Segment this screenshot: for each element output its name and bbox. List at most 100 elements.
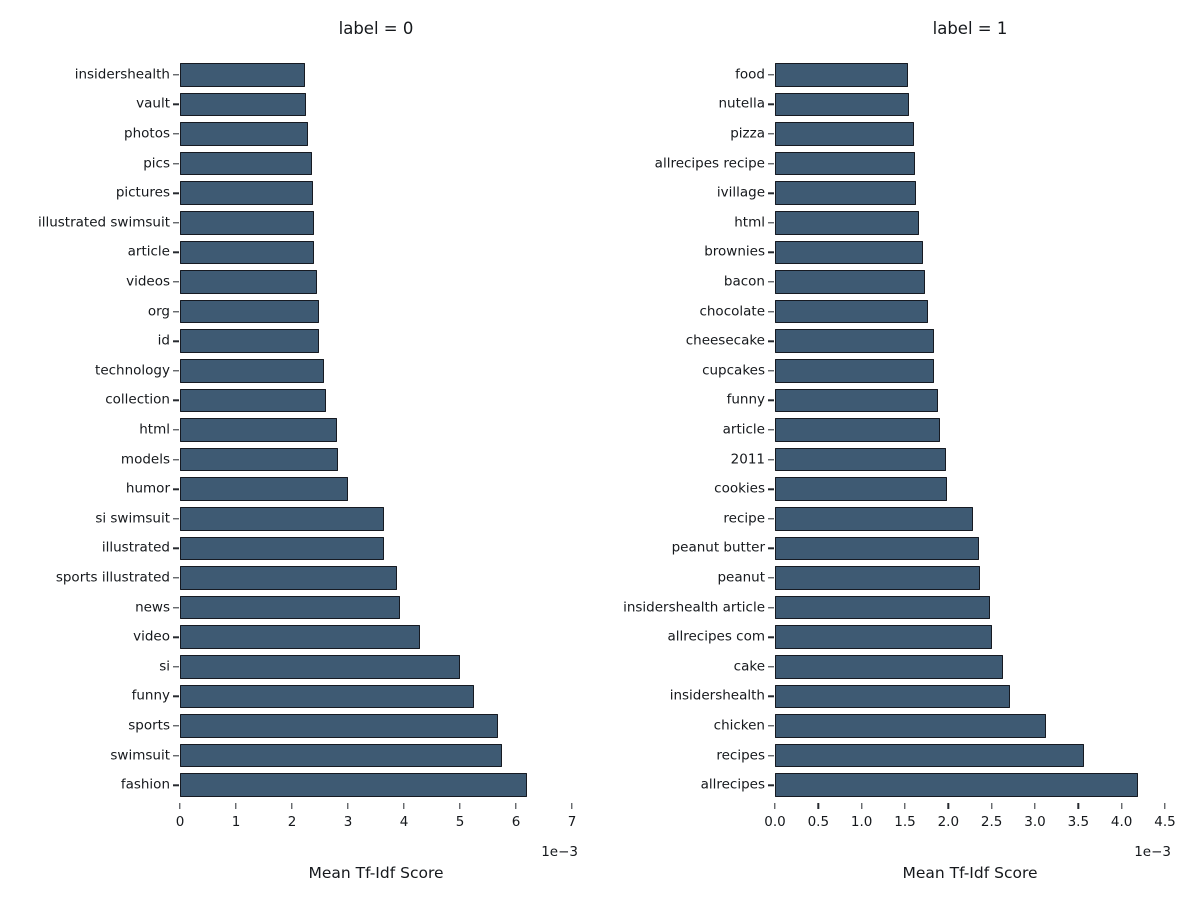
bar-chocolate [775,299,928,324]
y-tick-label: video [133,628,170,645]
y-tick-mark [172,518,179,520]
y-tick-mark [767,695,774,698]
y-tick-label: bacon [723,273,765,290]
y-tick-mark [767,399,774,402]
y-tick-label: html [139,421,170,438]
y-tick-mark [767,251,774,254]
y-tick-mark [767,74,774,76]
bar-models [180,447,338,472]
y-tick-mark [172,399,179,402]
y-tick-mark [767,488,774,490]
bar-pics [180,151,313,176]
x-tick-mark [904,803,906,809]
y-tick-mark [172,636,179,638]
y-tick-mark [172,340,179,342]
y-tick-label: recipes [716,746,765,763]
bar-funny [180,684,474,709]
x-tick-label: 0.0 [764,814,786,830]
bar-sports [180,714,499,738]
x-tick-label: 1.0 [850,814,873,830]
bar-vault [180,92,306,117]
x-tick-label: 4.5 [1154,814,1176,830]
y-tick-mark [172,754,179,757]
y-tick-label: chicken [713,717,765,734]
y-tick-mark [172,458,179,461]
panel-title: label = 1 [932,19,1008,38]
y-tick-label: html [734,214,765,231]
y-tick-label: technology [95,362,170,379]
x-tick-mark [459,803,461,809]
bar-fashion [180,773,528,797]
bar-funny [775,388,938,413]
axis-offset-text: 1e−3 [1134,844,1171,860]
y-tick-mark [767,458,774,461]
bar-nutella [775,92,910,117]
y-tick-label: cupcakes [702,362,765,379]
bar-bacon [775,270,925,294]
x-tick-label: 4 [399,814,409,830]
y-tick-mark [172,666,179,668]
y-tick-mark [767,725,774,727]
y-tick-label: illustrated swimsuit [37,214,170,231]
bar-peanut [775,566,981,590]
y-tick-label: peanut [717,569,765,586]
bar-cupcakes [775,359,935,383]
y-tick-mark [767,784,774,786]
y-tick-mark [767,606,774,609]
y-tick-mark [767,666,774,668]
x-tick-label: 3.5 [1067,814,1090,830]
y-tick-mark [172,725,179,727]
y-tick-mark [767,162,774,165]
x-tick-label: 0.5 [807,814,830,830]
x-tick-label: 6 [511,814,521,830]
y-tick-mark [172,488,179,490]
bar-collection [180,388,326,413]
y-tick-label: fashion [120,776,170,793]
bar-si [180,655,460,679]
y-tick-label: article [722,421,765,438]
y-tick-mark [172,547,179,550]
y-tick-label: cheesecake [685,332,765,349]
y-tick-mark [767,547,774,550]
y-tick-mark [767,192,774,194]
y-tick-label: insidershealth [74,66,170,83]
y-tick-mark [767,754,774,757]
x-tick-mark [1034,803,1036,809]
y-tick-label: nutella [718,95,766,112]
x-tick-mark [1077,803,1080,809]
x-tick-label: 2 [287,814,297,830]
y-tick-mark [767,133,774,135]
x-tick-mark [774,803,776,809]
x-tick-label: 7 [567,814,577,830]
x-tick-mark [1164,803,1166,809]
y-tick-mark [172,695,179,698]
y-tick-mark [767,281,774,283]
bar-insidershealth [180,63,305,87]
y-tick-label: pizza [730,125,765,142]
y-tick-mark [172,162,179,165]
y-tick-label: food [735,66,765,83]
bar-org [180,299,319,324]
y-tick-label: sports [128,717,170,734]
x-tick-mark [817,803,820,809]
y-tick-mark [172,281,179,283]
y-tick-mark [172,370,179,372]
bar-videos [180,270,318,294]
y-tick-label: news [135,598,170,615]
bar-news [180,595,400,620]
bar-food [775,63,909,87]
y-tick-mark [172,251,179,254]
y-tick-label: swimsuit [110,746,170,763]
y-tick-label: allrecipes com [667,628,765,645]
y-tick-label: si [159,658,170,675]
y-tick-mark [172,133,179,135]
x-tick-label: 1 [231,814,241,830]
y-tick-mark [172,74,179,76]
y-tick-label: pics [143,154,170,171]
y-tick-label: pictures [115,184,170,201]
y-tick-label: chocolate [699,302,765,319]
y-tick-mark [767,222,774,224]
bar-recipes [775,743,1084,768]
y-tick-label: funny [726,391,765,408]
